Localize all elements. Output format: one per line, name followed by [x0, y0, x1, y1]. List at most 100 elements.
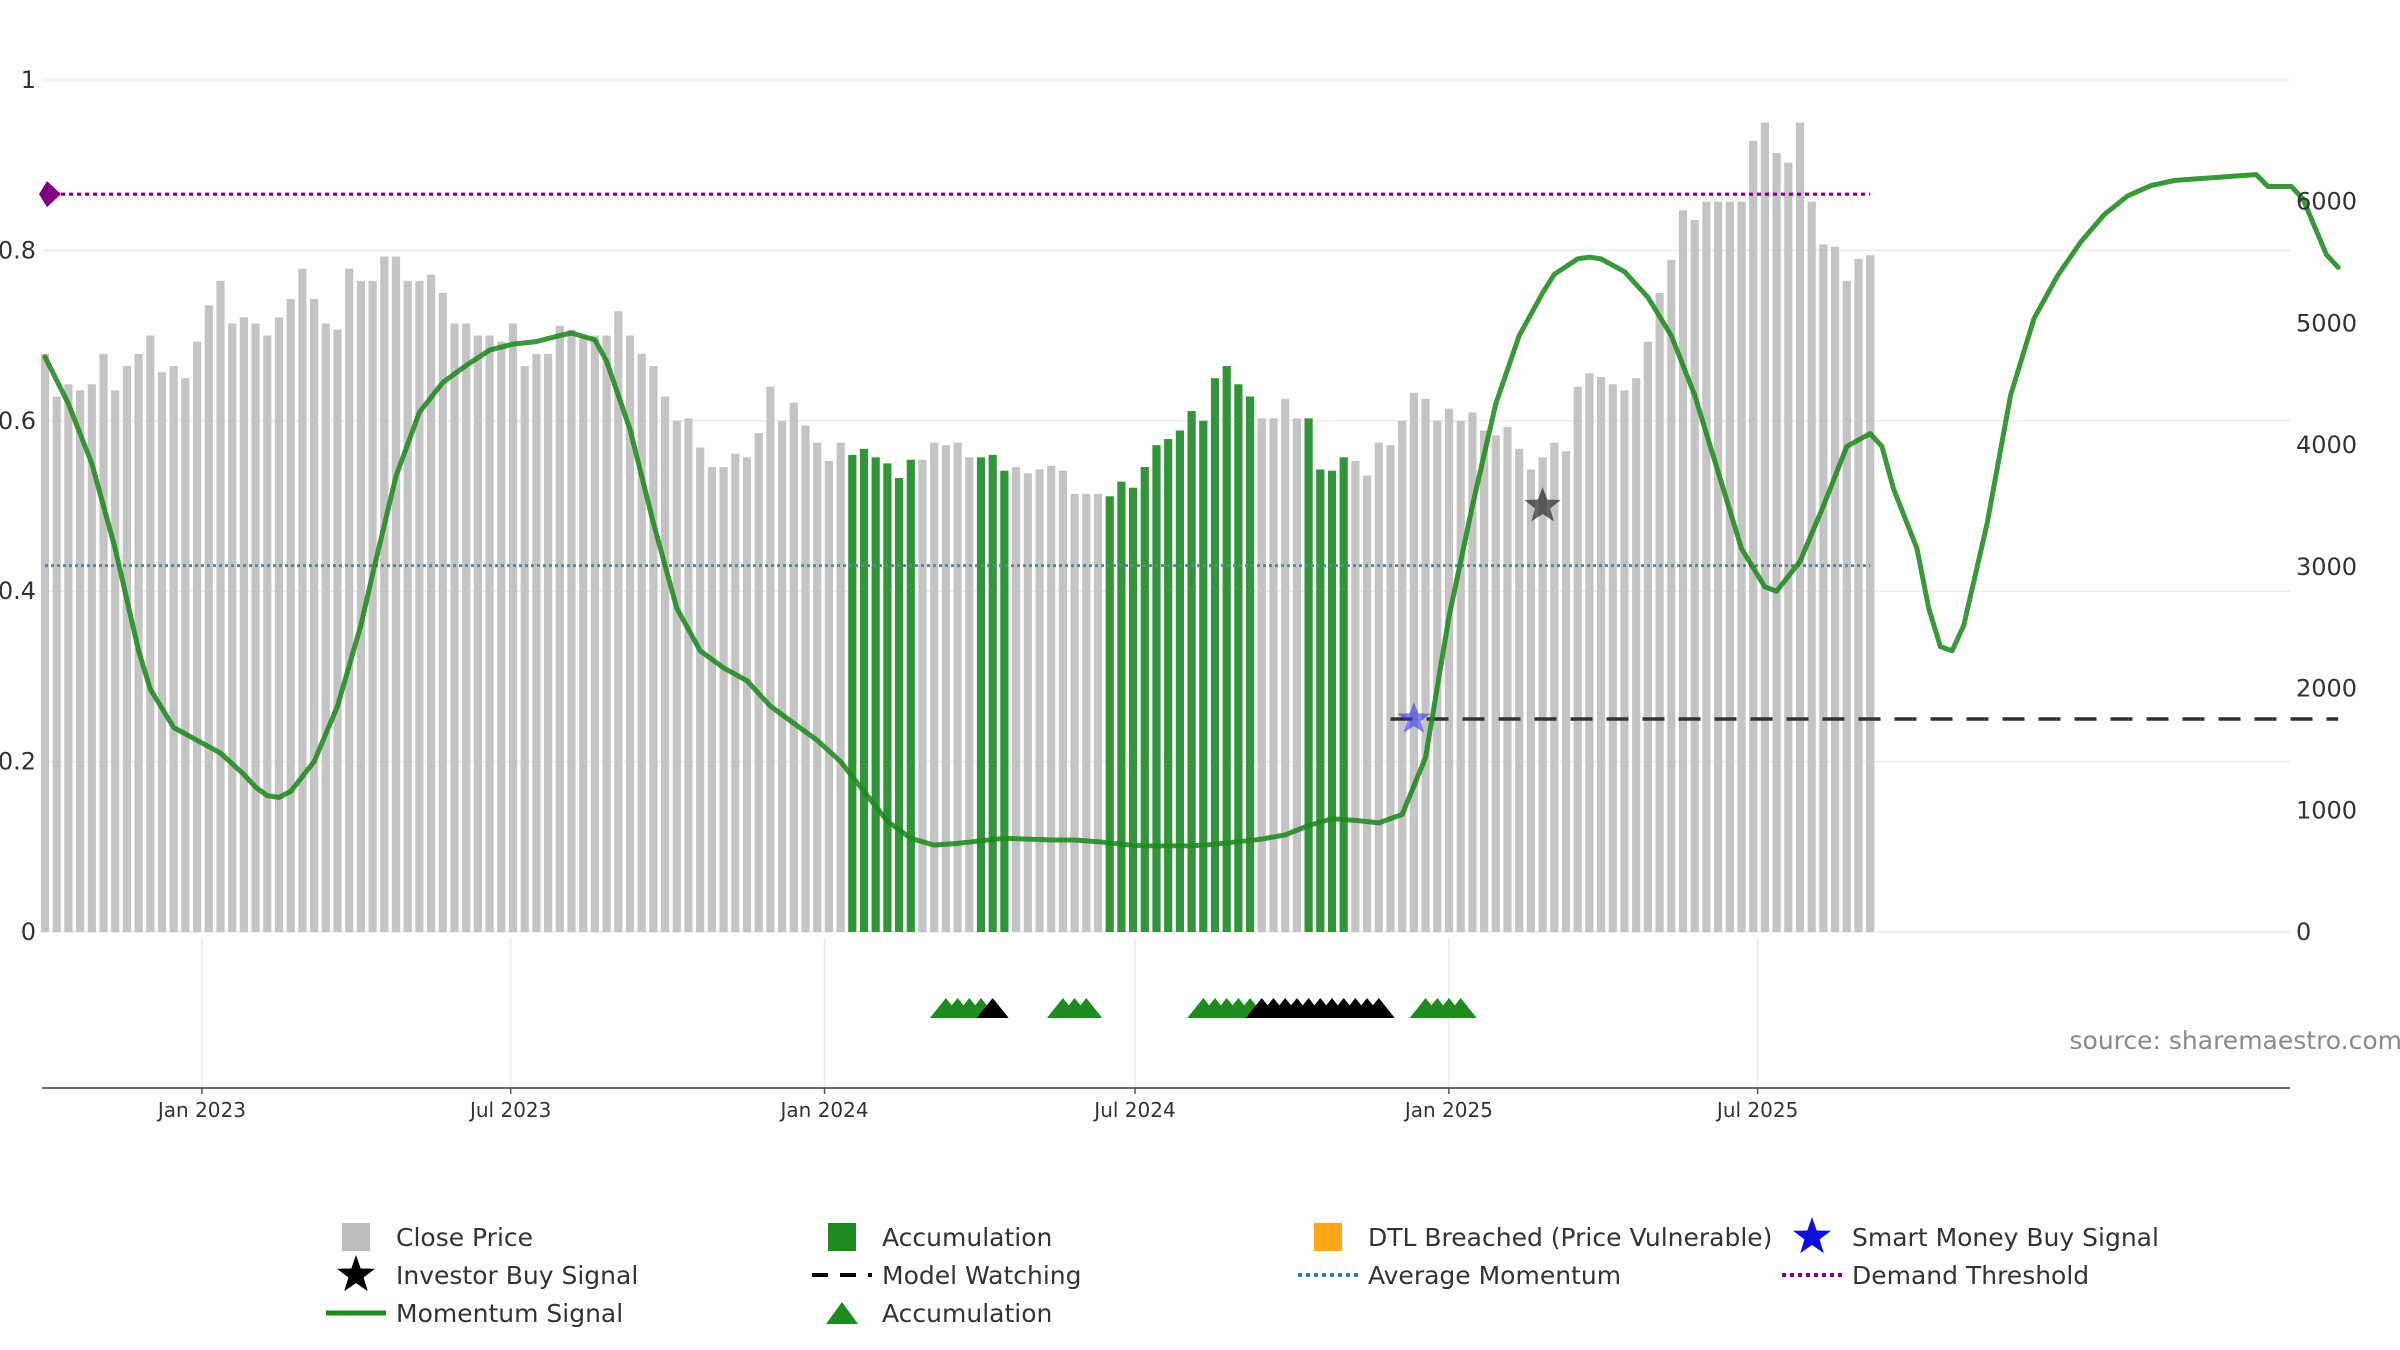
legend-label: Average Momentum [1368, 1261, 1621, 1290]
close-price-bar [321, 323, 330, 932]
close-price-bar [111, 390, 120, 932]
accumulation-bar [906, 459, 915, 932]
x-tick-label: Jan 2025 [1403, 1098, 1493, 1122]
close-price-bar [1632, 378, 1641, 932]
close-price-bar [99, 353, 108, 932]
close-price-bar [391, 256, 401, 932]
close-price-bar [918, 459, 927, 932]
close-price-bar [1409, 392, 1418, 932]
accumulation-bar [895, 478, 904, 932]
x-tick-label: Jul 2023 [468, 1098, 551, 1122]
close-price-bar [766, 386, 775, 933]
close-price-bar [719, 467, 728, 932]
accumulation-bar [1316, 469, 1325, 932]
close-price-bar [216, 280, 225, 932]
close-price-bar [801, 425, 810, 932]
legend-item-dtl: DTL Breached (Price Vulnerable) [1314, 1223, 1772, 1252]
source-label: source: sharemaestro.com [2070, 1026, 2400, 1055]
close-price-bar [731, 453, 740, 932]
close-price-bar [1515, 448, 1524, 932]
close-price-bar [1012, 467, 1021, 932]
close-price-bar [473, 335, 482, 933]
close-price-bar [345, 268, 354, 933]
close-price-bar [1667, 260, 1676, 932]
close-price-bar [754, 432, 763, 932]
close-price-bar [263, 335, 272, 933]
close-price-bar [590, 335, 599, 933]
close-price-bar [696, 447, 705, 932]
close-price-bar [824, 460, 833, 932]
close-price-bar [1363, 475, 1372, 932]
close-price-bar [251, 323, 260, 932]
close-price-bar [1351, 460, 1360, 932]
close-price-bar [1398, 420, 1407, 932]
close-price-bar [1795, 122, 1805, 933]
close-price-bar [1597, 376, 1606, 932]
close-price-bar [1655, 293, 1664, 932]
close-price-bar [1456, 420, 1465, 932]
accumulation-bar [1105, 496, 1114, 932]
accumulation-bar [1199, 420, 1208, 932]
close-price-bar [1281, 398, 1290, 932]
signal-markers [929, 487, 1561, 1018]
accumulation-bar [1164, 439, 1173, 932]
close-price-bar [485, 335, 494, 933]
close-price-bar [1702, 201, 1711, 932]
legend-item-accumulation_bar: Accumulation [828, 1223, 1052, 1252]
accumulation-bar [1000, 470, 1009, 932]
legend-label: Investor Buy Signal [396, 1261, 638, 1290]
close-price-bar [1831, 246, 1840, 933]
legend-star-icon [1793, 1217, 1831, 1254]
close-price-bar [427, 274, 436, 932]
close-price-bar [1526, 469, 1535, 932]
right-axis: 0 1000 2000 3000 4000 5000 6000 [2296, 188, 2357, 946]
accumulation-marker [1070, 998, 1103, 1018]
accumulation-bar [1152, 445, 1161, 932]
legend-item-accumulation_marker: Accumulation [826, 1299, 1052, 1328]
close-price-bar [1678, 210, 1688, 933]
legend: Close Price Investor Buy Signal Momentum S… [326, 1217, 2159, 1328]
close-price-bar [1772, 153, 1781, 932]
legend-swatch [828, 1223, 856, 1251]
right-tick-label: 3000 [2296, 553, 2357, 581]
close-price-bar [1444, 408, 1454, 933]
close-price-bar [40, 353, 50, 932]
close-price-bar [602, 335, 611, 933]
close-price-bar [1643, 341, 1652, 933]
close-price-bar [181, 378, 190, 932]
close-price-bar [579, 335, 588, 933]
accumulation-bar [1234, 384, 1243, 932]
close-price-bar [1093, 493, 1103, 932]
right-tick-label: 0 [2296, 918, 2311, 946]
right-tick-label: 5000 [2296, 309, 2357, 337]
left-tick-label: 0.2 [0, 748, 36, 776]
close-price-bar [1573, 386, 1582, 933]
legend-label: DTL Breached (Price Vulnerable) [1368, 1223, 1772, 1252]
close-price-bar [707, 467, 716, 932]
close-price-bar [1257, 418, 1266, 932]
close-price-bar [1023, 473, 1032, 932]
close-price-bar [813, 442, 822, 932]
close-price-bar [1585, 373, 1594, 932]
demand-threshold-marker [39, 181, 61, 208]
left-tick-label: 1 [21, 66, 36, 94]
left-axis: 0 0.2 0.4 0.6 0.8 1 [0, 66, 36, 946]
close-price-bar [1082, 493, 1091, 932]
close-price-bar [508, 323, 518, 932]
close-price-bar [497, 341, 506, 933]
accumulation-bar [1304, 418, 1313, 932]
close-price-bar [1784, 162, 1793, 932]
close-price-bar [637, 353, 646, 932]
accumulation-marker [1444, 998, 1477, 1018]
x-axis: Jan 2023 Jul 2023 Jan 2024 Jul 2024 Jan 2025… [42, 1087, 2290, 1122]
x-tick-label: Jan 2023 [156, 1098, 246, 1122]
legend-label: Accumulation [882, 1223, 1052, 1252]
close-price-bar [1854, 258, 1863, 932]
close-price-bar [1620, 390, 1629, 932]
close-price-bar [1714, 201, 1723, 932]
right-tick-label: 6000 [2296, 188, 2357, 216]
close-price-bar [930, 442, 939, 932]
close-price-bar [274, 317, 284, 932]
legend-triangle-icon [826, 1302, 858, 1324]
close-price-bar [953, 442, 962, 932]
